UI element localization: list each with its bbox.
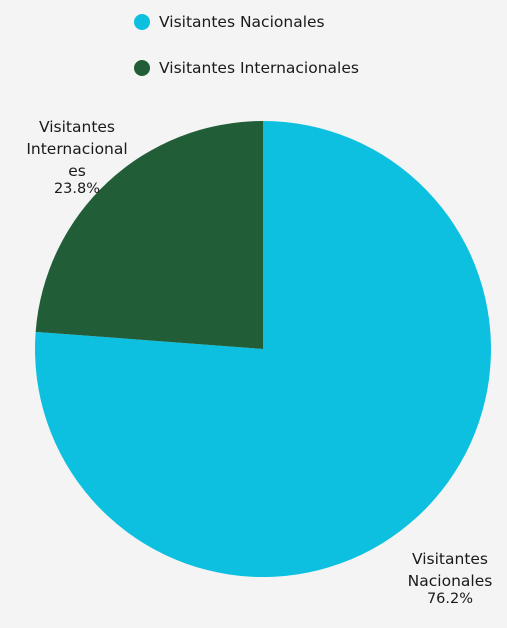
slice-label-text-visitantes-internacionales: Visitantes Internacional es [26, 118, 128, 180]
slice-percent-visitantes-nacionales: 76.2% [426, 591, 474, 607]
slice-label-visitantes-nacionales: Visitantes Nacionales 76.2% [400, 526, 500, 628]
slice-label-text-visitantes-nacionales: Visitantes Nacionales [407, 550, 493, 590]
pie-chart [35, 121, 491, 577]
legend-swatch-visitantes-internacionales [134, 60, 150, 76]
pie-slice-visitantes-internacionales [35, 121, 264, 349]
legend-swatch-visitantes-nacionales [134, 14, 150, 30]
legend-item-visitantes-internacionales: Visitantes Internacionales [134, 59, 359, 77]
legend-label-visitantes-nacionales: Visitantes Nacionales [159, 13, 325, 31]
legend-item-visitantes-nacionales: Visitantes Nacionales [134, 13, 325, 31]
slice-percent-visitantes-internacionales: 23.8% [53, 181, 101, 197]
slice-label-visitantes-internacionales: Visitantes Internacional es 23.8% [14, 94, 140, 218]
legend-label-visitantes-internacionales: Visitantes Internacionales [159, 59, 359, 77]
